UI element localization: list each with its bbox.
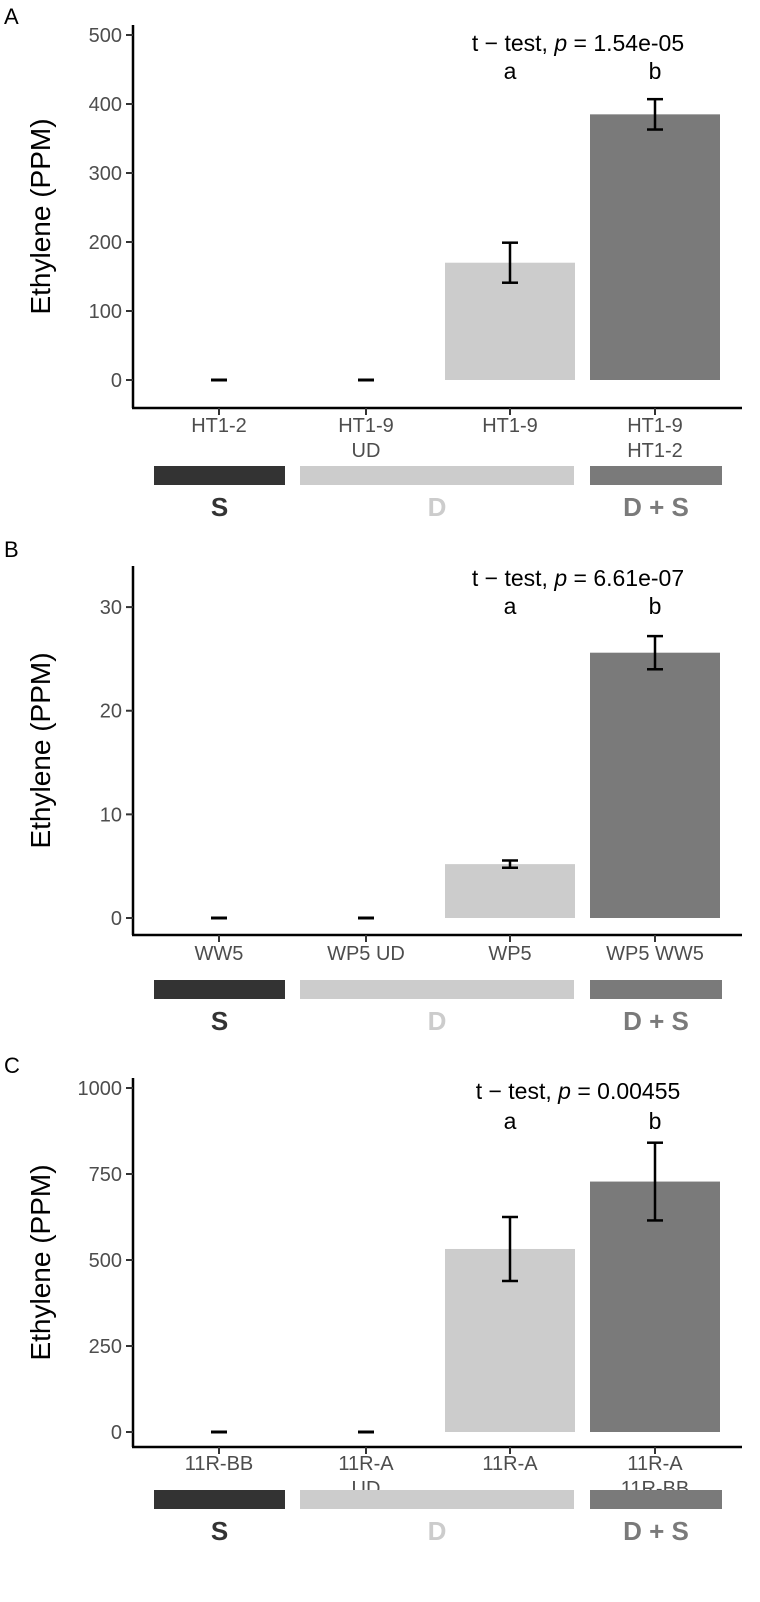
panel-letter: B [4, 537, 19, 562]
group-label: S [211, 1006, 228, 1036]
y-tick-label: 300 [89, 163, 122, 185]
bar-3 [445, 864, 575, 918]
y-axis-label: Ethylene (PPM) [25, 118, 56, 314]
group-label: D [428, 1006, 447, 1036]
y-tick-label: 30 [100, 597, 122, 619]
error-bar-3 [502, 1215, 518, 1283]
significance-letter: b [649, 1108, 662, 1134]
panel-a: A Ethylene (PPM) 0 100 200 300 400 500 HT1-2 HT1-… [4, 4, 742, 522]
x-tick-label: HT1-9 [482, 415, 538, 437]
group-strip [154, 1490, 285, 1509]
y-tick-label: 400 [89, 94, 122, 116]
panel-letter: C [4, 1053, 20, 1078]
group-label: D + S [623, 1516, 689, 1546]
x-tick-label: HT1-9 UD [338, 415, 394, 462]
panel-c: C Ethylene (PPM) 0 250 500 750 1000 11R-BB 11R-A… [4, 1053, 742, 1546]
x-tick-label: WP5 UD [327, 943, 405, 965]
x-tick-label: WW5 [195, 943, 244, 965]
y-axis-label: Ethylene (PPM) [25, 652, 56, 848]
significance-letter: a [504, 1108, 517, 1134]
ttest-annotation: t − test, p = 1.54e-05 [472, 30, 684, 56]
group-label: D + S [623, 492, 689, 522]
y-tick-label: 200 [89, 232, 122, 254]
group-strip [154, 980, 285, 999]
ttest-annotation: t − test, p = 6.61e-07 [472, 565, 684, 591]
y-tick-label: 250 [89, 1336, 122, 1358]
y-tick-label: 750 [89, 1164, 122, 1186]
error-bar-4 [647, 634, 663, 671]
group-strip [300, 466, 574, 485]
y-tick-label: 0 [111, 908, 122, 930]
group-strip [300, 980, 574, 999]
group-label: D [428, 492, 447, 522]
group-label: S [211, 492, 228, 522]
panel-letter: A [4, 4, 19, 29]
x-tick-label: 11R-A [482, 1453, 538, 1475]
group-strip [300, 1490, 574, 1509]
group-label: D + S [623, 1006, 689, 1036]
y-tick-label: 500 [89, 25, 122, 47]
x-tick-label: HT1-9 HT1-2 [627, 415, 683, 462]
error-bar-4 [647, 1141, 663, 1222]
panel-b: B Ethylene (PPM) 0 10 20 30 WW5 WP5 UD WP5 WP5 WW… [4, 537, 742, 1036]
y-tick-label: 500 [89, 1250, 122, 1272]
error-bar-3 [502, 859, 518, 869]
x-tick-label: WP5 WW5 [606, 943, 704, 965]
significance-letter: a [504, 593, 517, 619]
y-tick-label: 100 [89, 301, 122, 323]
error-bar-3 [502, 241, 518, 284]
group-strip [590, 980, 722, 999]
group-strip [154, 466, 285, 485]
bar-4 [590, 1181, 720, 1432]
y-tick-label: 10 [100, 804, 122, 826]
significance-letter: b [649, 593, 662, 619]
x-tick-label: HT1-2 [191, 415, 247, 437]
x-tick-label: WP5 [488, 943, 531, 965]
significance-letter: a [504, 58, 517, 84]
bar-4 [590, 652, 720, 918]
y-axis-label: Ethylene (PPM) [25, 1164, 56, 1360]
y-tick-label: 0 [111, 1422, 122, 1444]
group-strip [590, 466, 722, 485]
x-tick-label: 11R-BB [185, 1453, 254, 1475]
significance-letter: b [649, 58, 662, 84]
bar-4 [590, 114, 720, 380]
group-strip [590, 1490, 722, 1509]
error-bar-4 [647, 97, 663, 131]
ttest-annotation: t − test, p = 0.00455 [476, 1078, 681, 1104]
y-tick-label: 0 [111, 370, 122, 392]
y-tick-label: 1000 [78, 1078, 123, 1100]
y-tick-label: 20 [100, 701, 122, 723]
group-label: D [428, 1516, 447, 1546]
group-label: S [211, 1516, 228, 1546]
